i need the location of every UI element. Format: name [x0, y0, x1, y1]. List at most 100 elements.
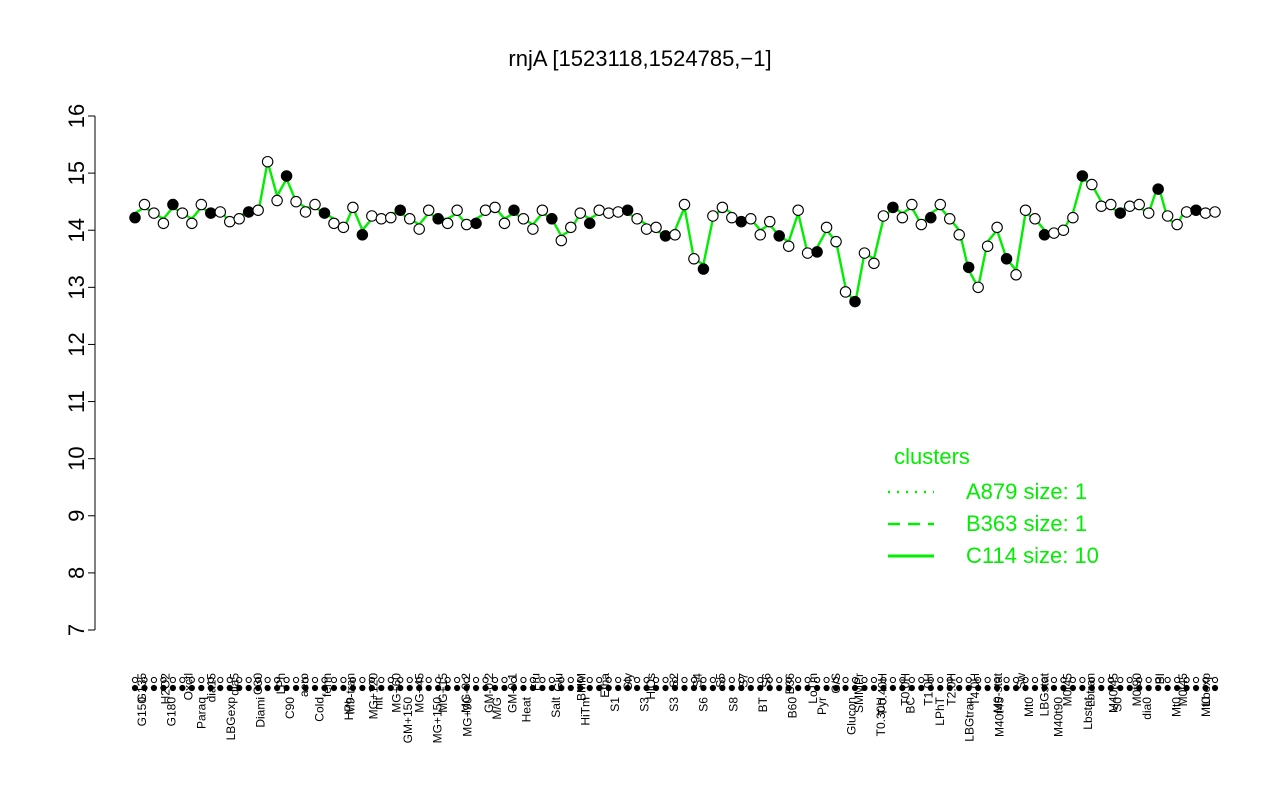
x-tick-label: HiOs — [644, 673, 658, 700]
rug-mark-bottom — [804, 684, 811, 692]
x-tick-label: Cold — [313, 697, 327, 722]
x-tick-label: SMMPr — [852, 673, 866, 713]
data-point — [640, 223, 653, 235]
rug-mark-bottom — [378, 684, 385, 692]
x-tick-label: LPhT — [933, 696, 947, 725]
rug-mark-bottom — [747, 684, 754, 692]
rug-mark-bottom — [387, 684, 394, 692]
x-tick-label: GM-0.2 — [482, 673, 496, 713]
x-tick-label: G135 — [135, 673, 149, 703]
rug-mark-top — [131, 676, 139, 684]
rug-mark-bottom — [785, 684, 792, 692]
rug-mark-bottom — [236, 684, 243, 692]
data-point — [451, 204, 463, 216]
data-point — [583, 217, 596, 230]
data-point — [726, 211, 738, 224]
rug-mark-top — [1202, 676, 1209, 684]
rug-mark-bottom — [908, 684, 915, 692]
rug-mark-bottom — [681, 684, 688, 692]
rug-mark-bottom — [690, 684, 698, 692]
rug-mark-top — [975, 676, 982, 684]
x-tick-label: LBGtran — [963, 697, 977, 742]
rug-mark-top — [1164, 676, 1171, 684]
data-point — [678, 198, 691, 211]
rug-mark-bottom — [946, 684, 953, 692]
data-point — [223, 215, 236, 228]
x-tick-label: S6 — [697, 697, 711, 712]
rug-mark-top — [501, 676, 508, 684]
x-tick-label: dia5 — [228, 673, 242, 696]
data-point — [233, 213, 245, 225]
rug-mark-bottom — [311, 684, 319, 692]
x-tick-label: C90 — [283, 697, 297, 719]
rug-mark-bottom — [406, 684, 413, 692]
rug-mark-bottom — [757, 684, 764, 692]
rug-mark-bottom — [814, 684, 821, 692]
rug-mark-top — [671, 676, 679, 684]
rug-mark-top — [605, 676, 612, 684]
data-point — [271, 194, 283, 207]
rug-mark-bottom — [425, 684, 432, 692]
rug-mark-top — [207, 676, 214, 684]
legend-title: clusters — [894, 444, 970, 469]
rug-mark-top — [785, 676, 792, 684]
rug-mark-top — [1041, 676, 1048, 684]
rug-mark-bottom — [1069, 684, 1076, 692]
x-tick-label: S3 — [638, 697, 652, 712]
x-tick-label: T-0.40H — [875, 673, 889, 716]
x-tick-label: BI — [1153, 673, 1167, 684]
data-point — [489, 201, 501, 214]
data-point — [1123, 200, 1136, 212]
x-tick-label: H2O2 — [158, 673, 172, 705]
x-tick-label: ferm — [320, 673, 334, 697]
y-tick-label: 7 — [64, 624, 89, 636]
rug-mark-bottom — [548, 684, 555, 692]
rug-mark-top — [558, 676, 565, 684]
rug-mark-top — [937, 676, 944, 684]
rug-mark-bottom — [842, 684, 849, 692]
data-point — [792, 204, 804, 216]
x-tick-label: BC — [904, 697, 918, 714]
rug-mark-top — [1107, 676, 1114, 684]
x-tick-label: MG+120 — [366, 673, 380, 720]
data-point — [631, 213, 643, 225]
rug-mark-top — [1174, 676, 1181, 684]
data-point — [621, 204, 634, 216]
rug-mark-bottom — [1079, 684, 1086, 692]
rug-mark-bottom — [1174, 684, 1181, 692]
rug-mark-bottom — [141, 684, 148, 692]
rug-mark-top — [368, 676, 375, 684]
rug-mark-top — [899, 676, 906, 684]
rug-mark-bottom — [709, 684, 716, 692]
rug-mark-bottom — [577, 684, 584, 692]
rug-mark-bottom — [832, 684, 840, 692]
data-point — [830, 235, 842, 248]
data-point — [612, 206, 624, 218]
data-point — [366, 210, 378, 222]
data-point — [1161, 210, 1174, 222]
rug-mark-top — [444, 676, 451, 684]
data-point — [546, 213, 558, 225]
x-tick-label: LBGexp — [224, 697, 238, 741]
rug-mark-top — [435, 676, 442, 684]
rug-mark-top — [634, 676, 641, 684]
data-point — [280, 170, 293, 182]
x-tick-label: S8 — [726, 697, 740, 712]
rug-mark-top — [1126, 676, 1133, 684]
rug-mark-top — [245, 676, 252, 684]
data-point — [972, 281, 984, 294]
data-point — [716, 201, 729, 214]
rug-mark-top — [1155, 676, 1162, 684]
data-point — [1057, 224, 1070, 236]
rug-mark-bottom — [482, 684, 489, 692]
rug-mark-top — [918, 676, 925, 684]
x-tick-label: Pyr — [815, 697, 829, 715]
rug-mark-bottom — [520, 684, 527, 692]
data-point — [669, 229, 681, 241]
data-point — [811, 246, 823, 258]
data-point — [868, 257, 880, 270]
data-point — [707, 210, 719, 222]
x-tick-label: S7 — [737, 673, 751, 688]
rug-mark-top — [416, 676, 423, 684]
x-tick-label: HPh — [342, 697, 356, 720]
